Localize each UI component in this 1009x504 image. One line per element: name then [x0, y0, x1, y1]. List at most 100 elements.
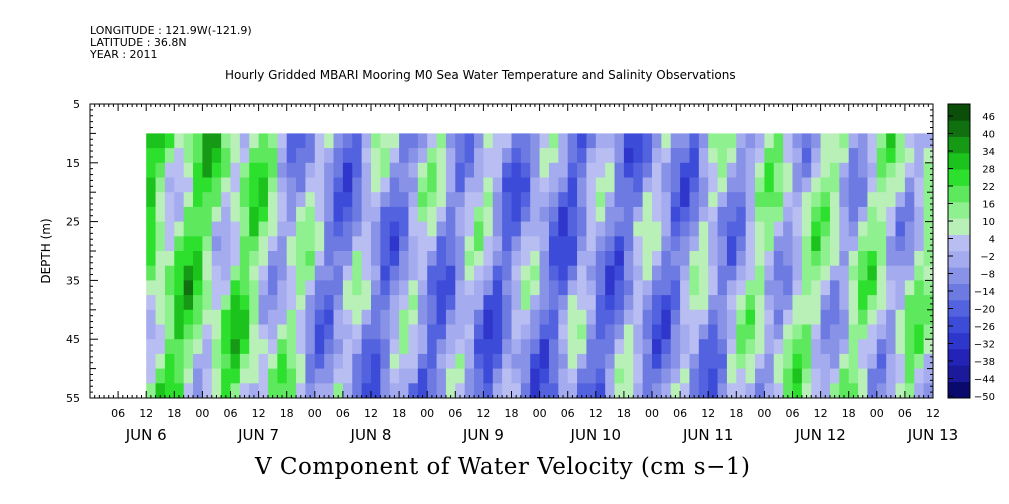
heatmap-cell — [399, 251, 410, 267]
heatmap-cell — [202, 353, 213, 370]
heatmap-cell — [436, 133, 447, 149]
heatmap-cell — [876, 265, 887, 281]
heatmap-cell — [698, 295, 709, 311]
heatmap-cell — [324, 192, 335, 208]
heatmap-cell — [586, 133, 597, 149]
heatmap-cell — [614, 353, 625, 370]
heatmap-cell — [305, 192, 316, 208]
heatmap-cell — [408, 368, 419, 384]
y-tick-label: 25 — [66, 216, 80, 229]
heatmap-cell — [399, 295, 410, 311]
heatmap-cell — [324, 383, 335, 398]
heatmap-cell — [577, 221, 588, 237]
heatmap-cell — [858, 162, 869, 179]
heatmap-cell — [567, 221, 578, 237]
heatmap-cell — [811, 133, 822, 149]
heatmap-cell — [380, 353, 391, 370]
x-hour-label: 00 — [308, 407, 322, 420]
heatmap-cell — [745, 206, 756, 223]
heatmap-cell — [399, 265, 410, 281]
heatmap-cell — [277, 324, 288, 340]
heatmap-cell — [267, 206, 278, 223]
heatmap-cell — [839, 368, 850, 384]
heatmap-cell — [539, 236, 550, 252]
heatmap-cell — [445, 162, 456, 179]
heatmap-cell — [230, 221, 241, 237]
heatmap-cell — [174, 368, 185, 384]
heatmap-cell — [239, 339, 250, 355]
heatmap-cell — [286, 162, 297, 179]
heatmap-cell — [539, 324, 550, 340]
heatmap-cell — [923, 236, 933, 252]
heatmap-cell — [867, 353, 878, 370]
heatmap-cell — [914, 133, 925, 149]
colorbar-swatch — [948, 202, 970, 219]
heatmap-cell — [342, 339, 353, 355]
heatmap-cell — [230, 148, 241, 164]
heatmap-cell — [474, 280, 484, 296]
heatmap-cell — [876, 148, 887, 164]
heatmap-cell — [324, 295, 335, 311]
heatmap-cell — [717, 280, 728, 296]
heatmap-cell — [567, 295, 578, 311]
heatmap-cell — [155, 236, 166, 252]
heatmap-cell — [221, 206, 232, 223]
heatmap-cell — [483, 251, 494, 267]
heatmap-cell — [333, 162, 344, 179]
heatmap-cell — [633, 148, 644, 164]
heatmap-cell — [474, 133, 484, 149]
colorbar-swatch — [948, 316, 970, 333]
heatmap-cell — [558, 251, 569, 267]
heatmap-cell — [455, 236, 466, 252]
heatmap-cell — [605, 192, 616, 208]
heatmap-cell — [904, 353, 915, 370]
heatmap-cell — [558, 295, 569, 311]
heatmap-cell — [726, 162, 737, 179]
heatmap-cell — [764, 162, 775, 179]
heatmap-cell — [239, 295, 250, 311]
heatmap-cell — [417, 295, 428, 311]
heatmap-cell — [820, 177, 831, 193]
heatmap-cell — [155, 133, 166, 149]
heatmap-cell — [296, 177, 307, 193]
colorbar-label: 10 — [982, 217, 995, 228]
heatmap-cell — [811, 148, 822, 164]
heatmap-cell — [867, 324, 878, 340]
heatmap-cell — [670, 309, 681, 326]
heatmap-cell — [371, 251, 381, 267]
heatmap-cell — [474, 236, 484, 252]
heatmap-cell — [464, 162, 475, 179]
heatmap-cell — [904, 221, 915, 237]
heatmap-cell — [155, 339, 166, 355]
x-hour-label: 18 — [280, 407, 294, 420]
heatmap-cell — [698, 324, 709, 340]
heatmap-cell — [408, 177, 419, 193]
heatmap-cell — [586, 383, 597, 398]
heatmap-cell — [202, 236, 213, 252]
heatmap-cell — [914, 221, 925, 237]
heatmap-cell — [858, 251, 869, 267]
heatmap-cell — [895, 221, 906, 237]
heatmap-cell — [511, 295, 522, 311]
heatmap-cell — [717, 265, 728, 281]
heatmap-cell — [258, 162, 269, 179]
heatmap-cell — [445, 236, 456, 252]
x-hour-label: 18 — [842, 407, 856, 420]
colorbar-label: −14 — [974, 287, 995, 298]
heatmap-cell — [904, 133, 915, 149]
heatmap-cell — [146, 133, 157, 149]
heatmap-cell — [230, 177, 241, 193]
heatmap-cell — [886, 206, 897, 223]
heatmap-cell — [492, 339, 503, 355]
heatmap-cell — [567, 133, 578, 149]
heatmap-cell — [858, 339, 869, 355]
heatmap-cell — [820, 148, 831, 164]
heatmap-cell — [829, 221, 840, 237]
heatmap-cell — [530, 280, 541, 296]
heatmap-cell — [773, 353, 784, 370]
heatmap-cell — [408, 280, 419, 296]
heatmap-cell — [595, 339, 606, 355]
heatmap-cell — [399, 383, 410, 398]
heatmap-cell — [539, 133, 550, 149]
heatmap-cell — [502, 324, 513, 340]
